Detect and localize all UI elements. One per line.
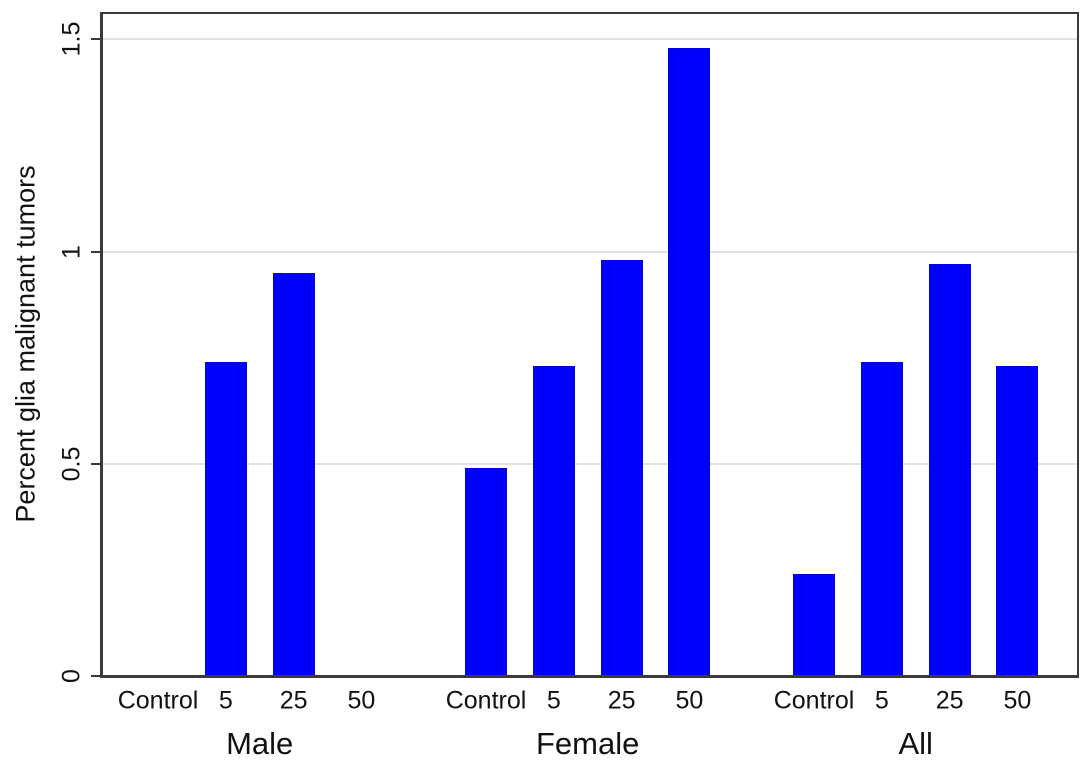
x-tick-label-female-25: 25 xyxy=(607,686,636,715)
x-tick-label-female-50: 50 xyxy=(675,686,704,715)
y-tick-label-1: 1 xyxy=(57,244,86,259)
y-tick-label-0.5: 0.5 xyxy=(57,446,86,482)
x-group-label-female: Female xyxy=(536,726,640,761)
x-group-label-all: All xyxy=(898,726,933,761)
y-tick-0.5 xyxy=(91,462,100,465)
x-tick-label-all-25: 25 xyxy=(935,686,964,715)
x-tick-label-all-5: 5 xyxy=(874,686,889,715)
bar-all-control xyxy=(793,574,835,676)
bar-female-25 xyxy=(601,260,643,676)
y-tick-1.5 xyxy=(91,38,100,41)
x-tick-label-all-control: Control xyxy=(773,686,855,715)
bar-all-25 xyxy=(929,264,971,676)
bar-male-25 xyxy=(273,273,315,676)
plot-right-border xyxy=(1077,12,1079,678)
y-tick-0 xyxy=(91,675,100,677)
x-tick-label-male-5: 5 xyxy=(218,686,233,715)
x-group-label-male: Male xyxy=(226,726,294,761)
bar-female-5 xyxy=(533,366,575,676)
gridline-1.5 xyxy=(103,38,1077,41)
x-axis-line xyxy=(100,675,1079,678)
x-tick-label-female-control: Control xyxy=(445,686,527,715)
bar-all-50 xyxy=(996,366,1038,676)
y-axis-title: Percent glia malignant tumors xyxy=(10,165,41,523)
x-tick-label-female-5: 5 xyxy=(546,686,561,715)
bar-female-control xyxy=(465,468,507,676)
gridline-1 xyxy=(103,250,1077,253)
bar-male-5 xyxy=(205,362,247,676)
y-tick-1 xyxy=(91,250,100,253)
x-tick-label-male-50: 50 xyxy=(347,686,376,715)
bar-all-5 xyxy=(861,362,903,676)
x-tick-label-male-25: 25 xyxy=(279,686,308,715)
y-axis-line xyxy=(100,12,103,678)
y-tick-label-1.5: 1.5 xyxy=(57,21,86,57)
x-tick-label-all-50: 50 xyxy=(1003,686,1032,715)
bar-female-50 xyxy=(668,48,710,676)
gridline-0.5 xyxy=(103,462,1077,465)
plot-top-border xyxy=(100,12,1079,14)
x-tick-label-male-control: Control xyxy=(117,686,199,715)
y-tick-label-0: 0 xyxy=(57,669,86,683)
